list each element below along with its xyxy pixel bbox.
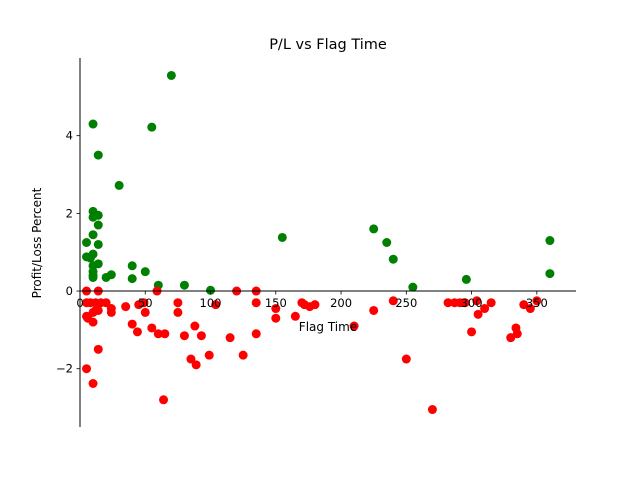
data-point bbox=[290, 311, 300, 321]
data-point bbox=[460, 298, 470, 308]
data-point bbox=[225, 333, 235, 343]
data-point bbox=[132, 327, 142, 337]
data-point bbox=[388, 296, 398, 306]
data-point bbox=[88, 317, 98, 327]
data-point bbox=[139, 298, 149, 308]
data-points bbox=[82, 70, 555, 415]
data-point bbox=[545, 236, 555, 246]
data-point bbox=[388, 254, 398, 264]
data-point bbox=[408, 282, 418, 292]
ticks: 0 50 100 150 200 250 300 350 −2 0 2 4 bbox=[56, 129, 548, 376]
data-point bbox=[461, 274, 471, 284]
data-point bbox=[369, 224, 379, 234]
data-point bbox=[271, 304, 281, 314]
data-point bbox=[190, 321, 200, 331]
data-point bbox=[140, 307, 150, 317]
data-point bbox=[369, 305, 379, 315]
data-point bbox=[204, 350, 214, 360]
data-point bbox=[93, 210, 103, 220]
axes bbox=[79, 58, 576, 427]
data-point bbox=[88, 119, 98, 129]
data-point bbox=[473, 309, 483, 319]
data-point bbox=[443, 298, 453, 308]
data-point bbox=[101, 298, 111, 308]
data-point bbox=[153, 329, 163, 339]
data-point bbox=[512, 329, 522, 339]
data-point bbox=[179, 331, 189, 341]
data-point bbox=[191, 360, 201, 370]
x-tick-label: 50 bbox=[138, 296, 153, 310]
y-tick-label: −2 bbox=[56, 362, 73, 376]
x-tick-label: 200 bbox=[330, 296, 352, 310]
data-point bbox=[147, 122, 157, 132]
data-point bbox=[173, 307, 183, 317]
data-point bbox=[472, 296, 482, 306]
data-point bbox=[211, 300, 221, 310]
x-tick-label: 150 bbox=[265, 296, 287, 310]
y-tick-label: 4 bbox=[66, 129, 73, 143]
data-point bbox=[140, 267, 150, 277]
x-tick-label: 250 bbox=[395, 296, 417, 310]
data-point bbox=[196, 331, 206, 341]
chart-title: P/L vs Flag Time bbox=[269, 37, 387, 53]
data-point bbox=[506, 333, 516, 343]
data-point bbox=[179, 280, 189, 290]
series-group bbox=[82, 70, 555, 295]
data-point bbox=[401, 354, 411, 364]
data-point bbox=[166, 70, 176, 80]
data-point bbox=[121, 302, 131, 312]
data-point bbox=[127, 319, 137, 329]
data-point bbox=[160, 329, 170, 339]
data-point bbox=[88, 249, 98, 259]
data-point bbox=[127, 261, 137, 271]
data-point bbox=[159, 395, 169, 405]
x-tick-label: 0 bbox=[76, 296, 83, 310]
x-tick-label: 350 bbox=[526, 296, 548, 310]
data-point bbox=[173, 298, 183, 308]
data-point bbox=[93, 220, 103, 230]
data-point bbox=[186, 354, 196, 364]
data-point bbox=[93, 150, 103, 160]
data-point bbox=[271, 313, 281, 323]
data-point bbox=[238, 350, 248, 360]
y-tick-label: 0 bbox=[66, 284, 73, 298]
data-point bbox=[88, 272, 98, 282]
x-axis-label: Flag Time bbox=[299, 320, 357, 334]
data-point bbox=[106, 307, 116, 317]
data-point bbox=[82, 364, 92, 374]
data-point bbox=[114, 180, 124, 190]
y-tick-label: 2 bbox=[66, 206, 73, 220]
data-point bbox=[277, 232, 287, 242]
y-axis-label: Profit/Loss Percent bbox=[30, 187, 44, 298]
data-point bbox=[88, 230, 98, 240]
data-point bbox=[93, 239, 103, 249]
data-point bbox=[310, 300, 320, 310]
data-point bbox=[251, 329, 261, 339]
data-point bbox=[251, 298, 261, 308]
data-point bbox=[486, 298, 496, 308]
data-point bbox=[532, 296, 542, 306]
x-tick-label: 300 bbox=[461, 296, 483, 310]
data-point bbox=[127, 274, 137, 284]
data-point bbox=[480, 304, 490, 314]
data-point bbox=[467, 327, 477, 337]
data-point bbox=[206, 285, 216, 295]
data-point bbox=[427, 405, 437, 415]
series-group bbox=[82, 286, 542, 415]
x-tick-label: 100 bbox=[200, 296, 222, 310]
data-point bbox=[93, 344, 103, 354]
data-point bbox=[106, 270, 116, 280]
data-point bbox=[93, 259, 103, 269]
data-point bbox=[349, 321, 359, 331]
data-point bbox=[525, 304, 535, 314]
data-point bbox=[88, 378, 98, 388]
data-point bbox=[147, 323, 157, 333]
data-point bbox=[519, 300, 529, 310]
data-point bbox=[382, 238, 392, 247]
data-point bbox=[82, 238, 92, 247]
data-point bbox=[93, 305, 103, 315]
data-point bbox=[545, 269, 555, 279]
